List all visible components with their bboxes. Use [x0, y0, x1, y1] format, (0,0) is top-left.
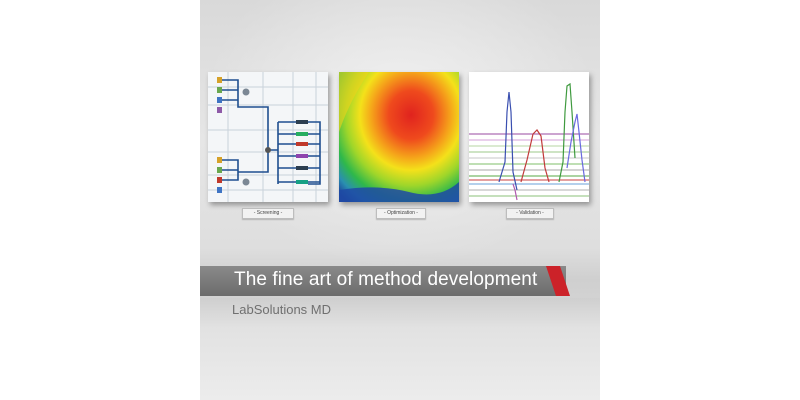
screening-caption: - Screening -: [242, 208, 294, 219]
heatmap-icon: [339, 72, 459, 202]
product-name: LabSolutions MD: [232, 302, 331, 317]
flow-schematic-icon: [208, 72, 328, 202]
headline-text: The fine art of method development: [234, 269, 538, 290]
validation-caption: - Validation -: [506, 208, 554, 219]
floor: [200, 298, 600, 400]
headline-banner: [200, 266, 566, 296]
gallery-scene: - Screening - - Optimization -: [200, 0, 600, 400]
validation-panel: [469, 72, 589, 202]
optimization-panel: [339, 72, 459, 202]
red-accent-tip-icon: [546, 266, 570, 296]
screening-panel: [208, 72, 328, 202]
optimization-caption: - Optimization -: [376, 208, 426, 219]
chromatogram-icon: [469, 72, 589, 202]
